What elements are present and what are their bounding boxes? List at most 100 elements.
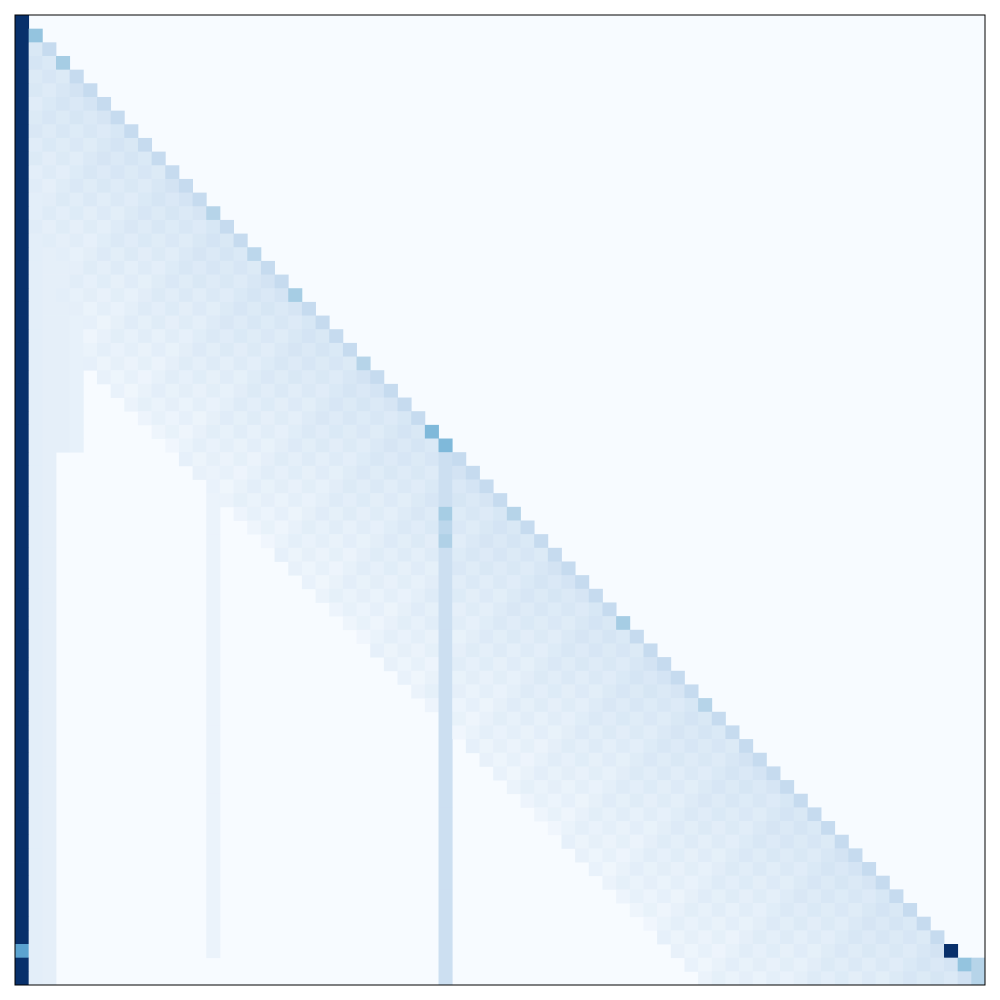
heatmap-cell bbox=[916, 971, 931, 986]
heatmap-cell bbox=[15, 698, 30, 713]
heatmap-cell bbox=[438, 452, 453, 467]
heatmap-cell bbox=[575, 739, 590, 754]
heatmap-cell bbox=[151, 233, 166, 248]
heatmap-cell bbox=[834, 903, 849, 918]
heatmap-cell bbox=[903, 930, 918, 945]
heatmap-cell bbox=[438, 506, 453, 521]
heatmap-cell bbox=[151, 315, 166, 330]
heatmap-cell bbox=[684, 834, 699, 849]
heatmap-cell bbox=[684, 821, 699, 836]
heatmap-cell bbox=[206, 383, 221, 398]
heatmap-cell bbox=[493, 684, 508, 699]
heatmap-cell bbox=[506, 725, 521, 740]
heatmap-cell bbox=[219, 219, 234, 234]
heatmap-cell bbox=[534, 670, 549, 685]
heatmap-cell bbox=[534, 698, 549, 713]
heatmap-cell bbox=[315, 534, 330, 549]
heatmap-cell bbox=[424, 438, 439, 453]
heatmap-cell bbox=[834, 944, 849, 959]
heatmap-cell bbox=[315, 424, 330, 439]
heatmap-cell bbox=[848, 862, 863, 877]
heatmap-cell bbox=[42, 438, 57, 453]
heatmap-cell bbox=[643, 657, 658, 672]
heatmap-cell bbox=[452, 520, 467, 535]
heatmap-cell bbox=[588, 848, 603, 863]
heatmap-cell bbox=[848, 889, 863, 904]
heatmap-cell bbox=[260, 397, 275, 412]
heatmap-cell bbox=[547, 725, 562, 740]
heatmap-cell bbox=[506, 616, 521, 631]
heatmap-cell bbox=[124, 274, 139, 289]
heatmap-cell bbox=[643, 725, 658, 740]
heatmap-cell bbox=[657, 807, 672, 822]
heatmap-cell bbox=[260, 465, 275, 480]
heatmap-cell bbox=[55, 370, 71, 385]
heatmap-cell bbox=[219, 301, 234, 316]
heatmap-cell bbox=[329, 493, 344, 508]
heatmap-cell bbox=[165, 206, 180, 221]
heatmap-cell bbox=[124, 383, 139, 398]
heatmap-cell bbox=[575, 807, 590, 822]
heatmap-cell bbox=[342, 588, 357, 603]
heatmap-cell bbox=[42, 862, 57, 877]
heatmap-cell bbox=[479, 520, 494, 535]
heatmap-cell bbox=[178, 424, 194, 439]
heatmap-cell bbox=[588, 766, 603, 781]
heatmap-cell bbox=[42, 739, 57, 754]
heatmap-cell bbox=[588, 725, 603, 740]
heatmap-cell bbox=[438, 711, 453, 726]
heatmap-cell bbox=[643, 739, 658, 754]
heatmap-cell bbox=[465, 725, 480, 740]
heatmap-cell bbox=[329, 342, 344, 357]
heatmap-cell bbox=[629, 848, 644, 863]
heatmap-cell bbox=[452, 561, 467, 576]
heatmap-cell bbox=[438, 944, 453, 959]
heatmap-cell bbox=[151, 370, 166, 385]
heatmap-cell bbox=[42, 315, 57, 330]
heatmap-cell bbox=[670, 930, 685, 945]
heatmap-cell bbox=[711, 930, 726, 945]
heatmap-cell bbox=[561, 561, 576, 576]
heatmap-cell bbox=[83, 233, 98, 248]
heatmap-cell bbox=[15, 411, 30, 426]
heatmap-cell bbox=[356, 602, 371, 617]
heatmap-cell bbox=[124, 124, 139, 139]
heatmap-cell bbox=[383, 424, 398, 439]
heatmap-cell bbox=[629, 821, 644, 836]
heatmap-cell bbox=[274, 520, 289, 535]
heatmap-cell bbox=[206, 616, 221, 631]
heatmap-cell bbox=[206, 766, 221, 781]
heatmap-cell bbox=[889, 971, 904, 986]
heatmap-cell bbox=[28, 178, 43, 194]
heatmap-cell bbox=[356, 588, 371, 603]
heatmap-cell bbox=[96, 206, 112, 221]
heatmap-cell bbox=[438, 862, 453, 877]
heatmap-cell bbox=[670, 684, 685, 699]
heatmap-cell bbox=[766, 848, 781, 863]
heatmap-cell bbox=[370, 506, 385, 521]
heatmap-cell bbox=[110, 370, 125, 385]
heatmap-cell bbox=[616, 684, 631, 699]
heatmap-cell bbox=[438, 957, 453, 972]
heatmap-cell bbox=[602, 739, 617, 754]
heatmap-cell bbox=[848, 903, 863, 918]
heatmap-cell bbox=[206, 260, 221, 275]
heatmap-cell bbox=[329, 479, 344, 494]
heatmap-cell bbox=[629, 629, 644, 644]
heatmap-cell bbox=[506, 506, 521, 521]
heatmap-cell bbox=[110, 247, 125, 262]
heatmap-cell bbox=[165, 383, 180, 398]
heatmap-cell bbox=[137, 397, 153, 412]
heatmap-cell bbox=[684, 725, 699, 740]
heatmap-cell bbox=[69, 383, 84, 398]
heatmap-cell bbox=[370, 479, 385, 494]
heatmap-cell bbox=[42, 588, 57, 603]
heatmap-cell bbox=[288, 315, 303, 330]
heatmap-cell bbox=[807, 821, 822, 836]
heatmap-cell bbox=[452, 643, 467, 658]
heatmap-cell bbox=[834, 848, 849, 863]
heatmap-cell bbox=[616, 793, 631, 808]
heatmap-cell bbox=[301, 547, 316, 562]
heatmap-cell bbox=[438, 561, 453, 576]
heatmap-cell bbox=[342, 575, 357, 590]
